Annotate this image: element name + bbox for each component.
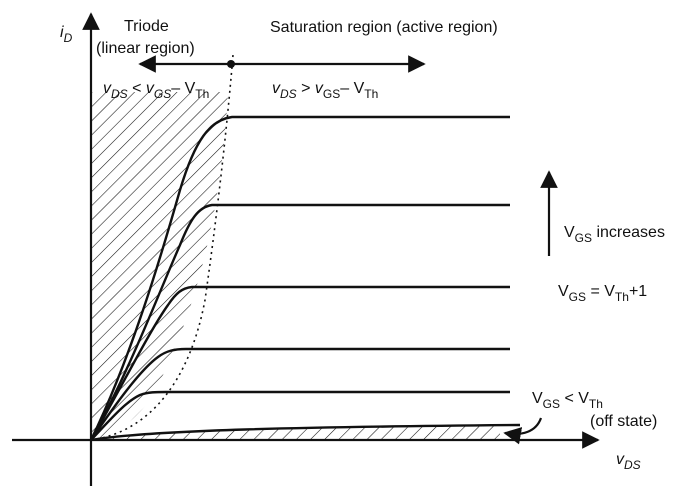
triode-hatched-region <box>91 92 228 440</box>
triode-subtitle: (linear region) <box>96 40 195 57</box>
off-state-hatched-region <box>91 426 500 440</box>
characteristic-curve <box>89 203 510 441</box>
x-axis-label: vDS <box>616 451 641 472</box>
pinch-off-boundary <box>90 54 234 441</box>
y-axis-label: iD <box>60 24 73 45</box>
off-state-pointer-arrow <box>503 417 543 445</box>
characteristic-curve <box>89 285 510 441</box>
characteristic-curve <box>90 390 510 441</box>
triode-title: Triode <box>124 18 169 35</box>
saturation-condition: vDS > vGS– VTh <box>272 80 378 101</box>
triode-condition: vDS < vGS– VTh <box>103 80 209 101</box>
vgs-threshold-plus-one-label: VGS = VTh+1 <box>558 283 647 304</box>
characteristic-curve <box>89 115 510 441</box>
characteristic-curve <box>90 347 510 441</box>
off-state-curve <box>90 423 521 442</box>
saturation-title: Saturation region (active region) <box>270 19 498 36</box>
off-state-label: (off state) <box>590 413 657 430</box>
vgs-increases-label: VGS increases <box>564 224 665 245</box>
off-condition-label: VGS < VTh <box>532 390 603 411</box>
